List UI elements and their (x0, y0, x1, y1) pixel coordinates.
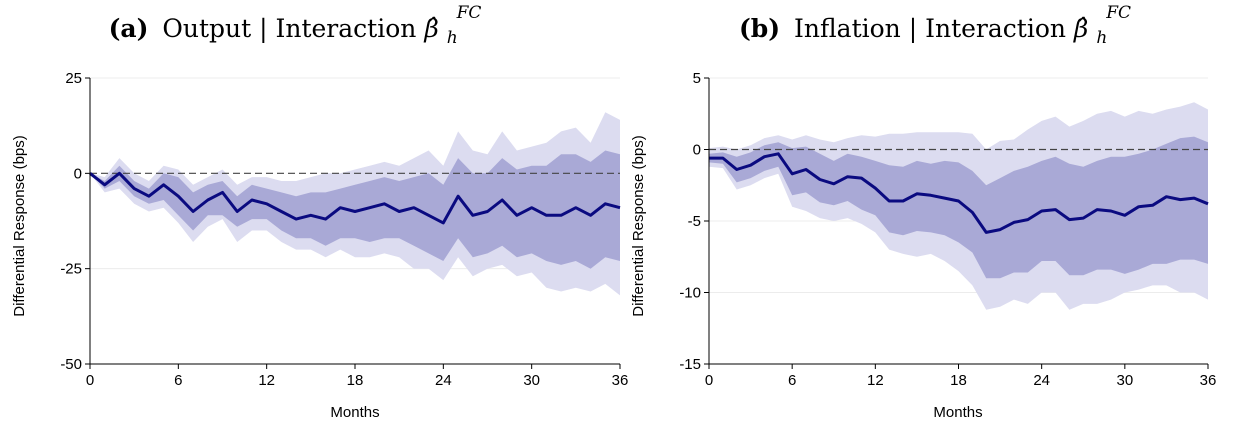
panel-a-ytick-label-3: 25 (65, 70, 82, 87)
panel-a-xtick-label-3: 18 (347, 372, 364, 389)
panel-b-xtick-label-1: 6 (788, 372, 796, 389)
panel-a-title: (a) Output | Interaction β̂ h FC (109, 3, 482, 48)
panel-b-estimate-line (709, 152, 1209, 234)
panel-a-title-sub: h (447, 28, 458, 48)
panel-b-ytick-label-4: 5 (693, 70, 701, 87)
panel-a-xtick-label-2: 12 (258, 372, 275, 389)
panel-b-xtick-label-5: 30 (1116, 372, 1133, 389)
panel-a-xtick-label-1: 6 (174, 372, 182, 389)
panel-b-ytick-label-2: -5 (688, 213, 701, 230)
panel-a-xlabel: Months (330, 404, 379, 421)
panel-b-plot: -15 -10 -5 0 5 0 6 12 18 24 30 36 (679, 70, 1216, 389)
panel-a-ytick-label-1: -25 (60, 261, 82, 278)
panel-b-ytick-label-3: 0 (693, 142, 701, 159)
panel-b-xtick-label-2: 12 (867, 372, 884, 389)
panel-b-title-main: Inflation | Interaction (794, 14, 1074, 44)
panel-b-ytick-label-0: -15 (679, 356, 701, 373)
panel-a-xtick-label-4: 24 (435, 372, 452, 389)
panel-b-xlabel: Months (933, 404, 982, 421)
panel-b-title-sub: h (1096, 28, 1107, 48)
panel-b-title: (b) Inflation | Interaction β̂ h FC (739, 3, 1131, 48)
panel-a-plot: -50 -25 0 25 0 6 12 18 24 30 36 (60, 70, 628, 389)
panel-b-title-sup: FC (1105, 3, 1131, 23)
panel-a-xtick-label-5: 30 (523, 372, 540, 389)
panel-a-label: (a) (109, 14, 149, 43)
panel-a-title-sup: FC (456, 3, 482, 23)
panel-b-inner-band (709, 136, 1208, 279)
panel-a-title-main: Output | Interaction (162, 14, 424, 44)
panel-a-ytick-label-0: -50 (60, 356, 82, 373)
panel-b-xtick-label-4: 24 (1033, 372, 1050, 389)
panel-b-label: (b) (739, 14, 780, 43)
panel-b-xtick-label-0: 0 (705, 372, 713, 389)
panel-b-xtick-label-6: 36 (1200, 372, 1217, 389)
panel-a-inner-band (90, 150, 620, 269)
panel-b-title-beta: β̂ (1073, 14, 1088, 43)
panel-b-ylabel: Differential Response (bps) (630, 135, 647, 316)
panel-a-title-beta: β̂ (423, 14, 438, 43)
panel-a-ylabel: Differential Response (bps) (11, 135, 28, 316)
panel-b-ytick-label-1: -10 (679, 285, 701, 302)
panel-a-ytick-label-2: 0 (74, 165, 82, 182)
panel-a-xtick-label-0: 0 (86, 372, 94, 389)
panel-b-xtick-label-3: 18 (950, 372, 967, 389)
panel-a-xtick-label-6: 36 (612, 372, 629, 389)
panel-a-estimate-line (89, 171, 621, 225)
